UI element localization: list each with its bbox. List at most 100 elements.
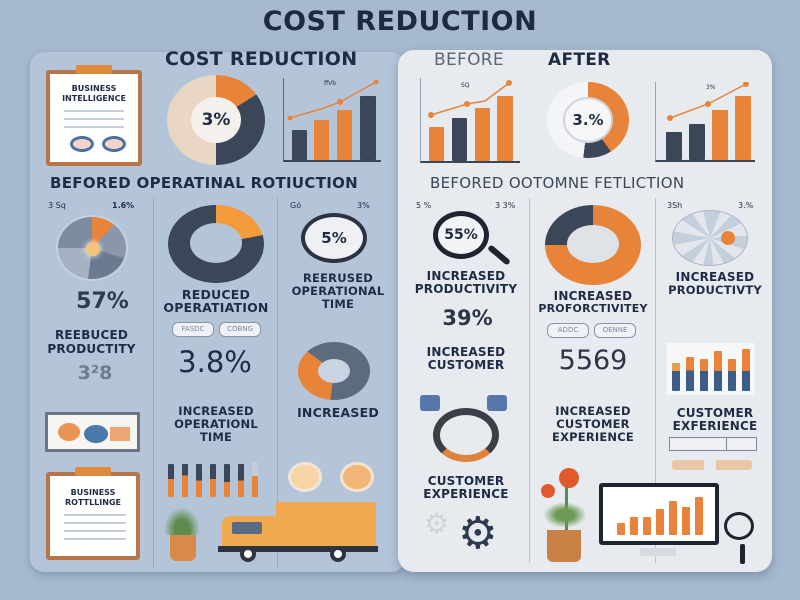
donut-label-line2: PROFORCTIVITEY [538, 302, 648, 315]
radar-chart-icon [56, 215, 128, 281]
pill-button[interactable]: FASDC [172, 322, 214, 337]
divider [529, 198, 530, 563]
illustration-card [45, 412, 140, 452]
ring-label-line1: REERUSED [302, 271, 374, 285]
delivery-truck-icon [218, 502, 378, 566]
bar [314, 120, 329, 160]
mini-bar-chart [168, 462, 263, 497]
magnifier-label-line1: INCREASED [426, 269, 506, 283]
donut-chart-small [298, 342, 370, 400]
radar-left-value: 3 Sq [48, 201, 66, 210]
ring-value: 5% [301, 213, 367, 263]
stacked-bar-chart [667, 343, 755, 395]
clipboard-business-intelligence: BUSINESS INTELLIGENCE [46, 65, 142, 166]
header-after: AFTER [548, 50, 611, 70]
divider [153, 198, 154, 568]
bar [360, 96, 376, 160]
clipboard-clip-icon [75, 467, 111, 476]
bar-chart-cost-reduction: ffVb [283, 78, 381, 162]
donut-center-value: 3% [191, 97, 241, 143]
monitor-stand [640, 548, 676, 556]
divider [655, 198, 656, 563]
compass-left-value: 3Sh [667, 201, 683, 210]
ring-icon [433, 408, 499, 462]
row-heading-left: BEFORED OPERATINAL ROTIUCTION [50, 174, 359, 192]
stat-value-57: 57% [76, 289, 129, 314]
folder-icon [487, 395, 507, 411]
ring-label-line3: TIME [321, 297, 355, 311]
stat-label-line2: CUSTOMER [427, 358, 505, 372]
magnifier-right-value: 3 3% [495, 201, 516, 210]
stat-label-line1: INCREASED [426, 345, 506, 359]
stat-value-32: 3²8 [77, 362, 113, 384]
chart-label: SQ [461, 82, 470, 89]
customer-experience-line2: EXPERIENCE [423, 487, 509, 501]
mid-label-line3: TIME [199, 430, 233, 444]
compass-right-value: 3.% [738, 201, 754, 210]
big-stat-value: 3.8% [178, 345, 252, 379]
clipboard-clip-icon [76, 65, 112, 74]
row-heading-right: BEFORED OOTOMNE FETLICTION [430, 174, 685, 192]
mid-label-line3: EXPERIENCE [552, 430, 634, 444]
donut-center-value: 3.% [563, 97, 613, 143]
compass-label-line2: PRODUCTIVTY [668, 283, 762, 297]
magnifier-left-value: 5 % [416, 201, 432, 210]
trend-line [287, 79, 379, 121]
clipboard-title-line2: ROTTLLINGE [65, 498, 121, 507]
bar-chart-after: 3% [655, 82, 755, 162]
trend-line [667, 82, 749, 121]
mid-label-line1: INCREASED [555, 404, 631, 418]
magnifier-icon [724, 512, 754, 540]
badge-icon [288, 462, 322, 492]
donut-label-line2: OPERATIATION [163, 300, 269, 315]
gear-icon: ⚙ [458, 508, 498, 559]
ring-right-value: 3% [357, 201, 370, 210]
customer-experience-line1: CUSTOMER [427, 474, 505, 488]
customer-experience-line2: EXFERIENCE [672, 419, 758, 433]
pill-button[interactable]: ADDC [547, 323, 589, 338]
donut-label-line1: REDUCED [181, 287, 251, 302]
small-donut-label: INCREASED [297, 405, 379, 420]
stat-label-line2: PRODUCTITY [47, 342, 136, 356]
magnifier-handle [740, 544, 745, 564]
bar [337, 110, 352, 160]
folder-icon [420, 395, 440, 411]
mini-chart-icon [102, 136, 126, 152]
donut-label-line1: INCREASED [553, 289, 633, 303]
chart-label: 3% [706, 84, 716, 91]
donut-chart-3pct: 3% [167, 75, 265, 165]
divider [277, 198, 278, 568]
mid-label-line2: CUSTOMER [556, 417, 630, 431]
flower-pot-icon [535, 468, 595, 564]
magnifier-label-line2: PRODUCTIVITY [414, 282, 518, 296]
stat-value-39: 39% [442, 306, 493, 330]
mini-chart-icon [70, 136, 94, 152]
compass-label-line1: INCREASED [675, 270, 755, 284]
radar-right-value: 1.6% [112, 201, 135, 210]
compass-chart-icon [672, 210, 748, 266]
chart-label: ffVb [324, 80, 337, 87]
stat-label-line1: REEBUCED [54, 328, 129, 342]
decorative-tag [672, 460, 752, 470]
header-before: BEFORE [434, 50, 504, 70]
donut-chart-operation [168, 205, 264, 283]
clipboard-title-line2: INTELLIGENCE [62, 94, 126, 103]
pill-button[interactable]: OENNE [594, 323, 636, 338]
monitor-chart-icon [599, 483, 719, 545]
customer-experience-line1: CUSTOMER [676, 406, 754, 420]
bar [292, 130, 307, 160]
badge-icon [340, 462, 374, 492]
progress-bar [669, 437, 757, 451]
mid-label-line2: OPERATIONL [174, 417, 258, 431]
big-stat-value: 5569 [558, 345, 628, 376]
gear-icon: ⚙ [424, 507, 450, 540]
bar-chart-before: SQ [420, 78, 520, 163]
mid-label-line1: INCREASED [178, 404, 254, 418]
left-panel-header: COST REDUCTION [165, 48, 358, 70]
donut-chart-after: 3.% [547, 82, 629, 158]
pill-button[interactable]: COBNG [219, 322, 261, 337]
donut-chart-orange [545, 205, 641, 285]
clipboard-business-report: BUSINESS ROTTLLINGE [46, 467, 140, 560]
ring-left-value: Gỏ [290, 201, 302, 210]
clipboard-title-line1: BUSINESS [71, 84, 117, 93]
